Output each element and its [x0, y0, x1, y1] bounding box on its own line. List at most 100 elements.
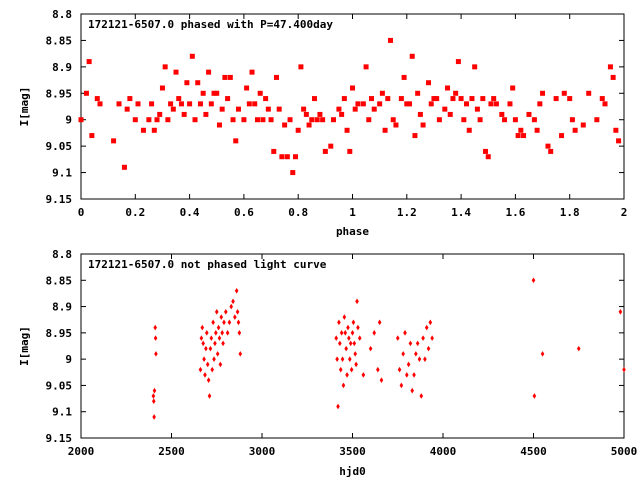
- data-point: [222, 319, 226, 326]
- x-tick-label: 1.8: [560, 206, 580, 219]
- data-point: [341, 96, 347, 102]
- data-point: [184, 80, 190, 86]
- data-point: [347, 335, 351, 341]
- data-point: [376, 366, 380, 373]
- data-point: [346, 324, 350, 331]
- data-point: [357, 335, 362, 341]
- y-tick-label: 8.9: [52, 61, 72, 74]
- data-point: [203, 111, 209, 117]
- data-point: [502, 117, 508, 123]
- y-axis-label: I[mag]: [18, 87, 31, 127]
- data-point: [354, 361, 358, 368]
- data-point: [420, 122, 426, 128]
- data-point: [198, 366, 203, 373]
- data-point: [415, 90, 421, 96]
- data-point: [284, 154, 290, 160]
- data-point: [350, 330, 355, 336]
- data-point: [152, 414, 156, 420]
- data-point: [94, 96, 100, 102]
- data-point: [273, 74, 279, 80]
- data-point: [132, 117, 138, 123]
- data-point: [206, 69, 212, 75]
- data-point: [214, 309, 219, 315]
- data-point: [214, 330, 218, 336]
- data-point: [339, 111, 345, 117]
- data-point: [622, 366, 626, 373]
- data-point: [355, 101, 361, 107]
- data-point: [537, 101, 543, 107]
- data-point: [507, 101, 513, 107]
- data-point: [343, 330, 348, 336]
- data-point: [493, 101, 499, 107]
- data-point: [390, 117, 396, 123]
- data-point: [282, 122, 288, 128]
- data-point: [162, 64, 168, 70]
- data-point: [414, 351, 418, 357]
- data-point: [124, 106, 130, 112]
- data-point: [349, 366, 354, 373]
- data-point: [197, 101, 203, 107]
- data-point: [567, 96, 573, 102]
- data-point: [455, 59, 461, 65]
- x-tick-label: 1: [349, 206, 356, 219]
- data-point: [213, 340, 217, 347]
- data-point: [602, 101, 608, 107]
- data-point: [295, 127, 301, 133]
- y-tick-label: 8.95: [46, 87, 73, 100]
- data-point: [408, 340, 413, 347]
- data-point: [553, 96, 559, 102]
- data-point: [86, 59, 92, 65]
- data-point: [385, 96, 391, 102]
- data-point: [379, 90, 385, 96]
- data-point: [548, 148, 554, 154]
- data-point: [257, 90, 263, 96]
- data-point: [352, 340, 357, 347]
- x-tick-label: 4000: [430, 445, 457, 458]
- data-point: [368, 345, 373, 352]
- data-point: [342, 314, 347, 320]
- x-tick-label: 3500: [339, 445, 366, 458]
- phased-light-curve-panel: 0 0.2 0.4 0.6 0.8 1 1.2 1.4 1.6 1.8 2 8.8 8.85 8.9 8.9…: [18, 8, 627, 238]
- data-point: [340, 356, 345, 362]
- data-point: [336, 403, 340, 410]
- data-point: [309, 117, 315, 123]
- data-point: [165, 117, 171, 123]
- data-point: [209, 335, 214, 341]
- data-point: [215, 351, 220, 357]
- y-tick-label: 9.15: [46, 432, 73, 445]
- data-point: [572, 127, 578, 133]
- data-point: [347, 148, 353, 154]
- data-point: [447, 111, 453, 117]
- data-point: [512, 117, 518, 123]
- data-point: [168, 101, 174, 107]
- data-point: [235, 309, 240, 315]
- data-point: [363, 64, 369, 70]
- data-point: [406, 361, 411, 368]
- data-point: [401, 74, 407, 80]
- data-point: [211, 90, 217, 96]
- data-point: [412, 133, 418, 139]
- data-point: [195, 80, 201, 86]
- data-point: [221, 340, 225, 347]
- x-tick-label: 2: [621, 206, 628, 219]
- data-point: [287, 117, 293, 123]
- data-point: [377, 101, 383, 107]
- data-point: [580, 122, 586, 128]
- data-point: [348, 340, 353, 347]
- data-point: [212, 356, 216, 362]
- data-point: [576, 345, 581, 352]
- data-point: [369, 96, 375, 102]
- data-point: [206, 377, 211, 383]
- data-point: [202, 356, 206, 362]
- data-point: [532, 393, 537, 399]
- data-point: [431, 96, 437, 102]
- data-point: [360, 101, 366, 107]
- data-point: [371, 106, 377, 112]
- data-point: [173, 69, 179, 75]
- data-point: [201, 340, 205, 347]
- y-tick-label: 9: [65, 114, 72, 127]
- data-point: [352, 106, 358, 112]
- data-point: [338, 366, 343, 373]
- data-point: [222, 74, 228, 80]
